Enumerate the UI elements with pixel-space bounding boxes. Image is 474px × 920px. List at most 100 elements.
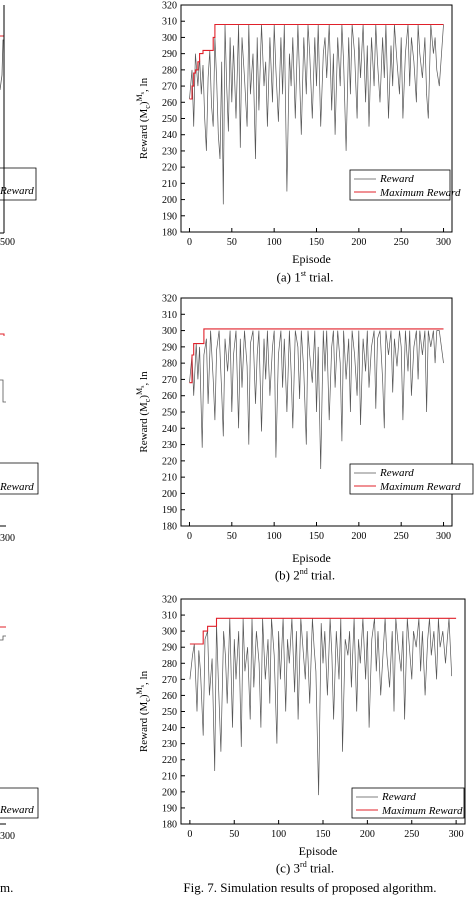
left-legend-a bbox=[0, 167, 37, 201]
legend-box bbox=[349, 463, 474, 495]
x-axis-label: Episode bbox=[292, 252, 331, 266]
y-tick-label: 210 bbox=[162, 179, 177, 190]
y-tick-label: 320 bbox=[162, 1, 177, 12]
y-tick-label: 310 bbox=[162, 611, 177, 622]
y-tick-label: 300 bbox=[162, 627, 177, 638]
x-tick-label: 100 bbox=[267, 237, 282, 248]
legend-label-reward: Reward bbox=[379, 467, 414, 479]
y-tick-label: 310 bbox=[162, 17, 177, 28]
left-legend-c bbox=[0, 787, 39, 819]
y-tick-label: 230 bbox=[162, 440, 177, 451]
chart-1: 180 190 200 210 220 230 240 250 260 270 280 290 300 3… bbox=[135, 294, 474, 565]
left-cut-figures: 500 Reward 300 Reward 300 Reward bbox=[0, 5, 39, 842]
y-tick-label: 300 bbox=[162, 33, 177, 44]
legend-box bbox=[351, 787, 465, 819]
x-tick-label: 100 bbox=[267, 531, 282, 542]
y-tick-label: 320 bbox=[162, 595, 177, 606]
x-tick-label: 200 bbox=[351, 531, 366, 542]
left-reward-line-a bbox=[0, 39, 4, 91]
legend-label-reward: Reward bbox=[379, 173, 414, 185]
y-tick-label: 240 bbox=[162, 723, 177, 734]
y-tick-label: 280 bbox=[162, 659, 177, 670]
y-tick-label: 300 bbox=[162, 326, 177, 337]
y-tick-label: 220 bbox=[162, 163, 177, 174]
x-tick-label: 0 bbox=[187, 237, 192, 248]
y-axis-label: Reward (Mc)Ms, ln bbox=[135, 371, 152, 453]
left-legend-text-c: Reward bbox=[0, 804, 34, 816]
x-axis-label: Episode bbox=[292, 551, 331, 565]
left-max-line-b bbox=[0, 333, 5, 336]
y-tick-label: 210 bbox=[162, 771, 177, 782]
left-tick-c: 300 bbox=[0, 831, 15, 842]
legend-label-maximum: Maximum Reward bbox=[379, 481, 461, 493]
y-tick-label: 180 bbox=[162, 522, 177, 533]
x-tick-label: 150 bbox=[309, 237, 324, 248]
x-tick-label: 250 bbox=[394, 531, 409, 542]
left-tick-a: 500 bbox=[0, 237, 15, 248]
left-max-line-a bbox=[0, 35, 5, 38]
left-legend-text-a: Reward bbox=[0, 185, 34, 197]
y-tick-label: 260 bbox=[162, 391, 177, 402]
y-tick-label: 250 bbox=[162, 408, 177, 419]
left-reward-line-c bbox=[0, 635, 6, 641]
y-tick-label: 220 bbox=[162, 755, 177, 766]
chart-caption-a: (a) 1st trial. bbox=[276, 269, 334, 285]
x-tick-label: 300 bbox=[436, 237, 451, 248]
y-tick-label: 240 bbox=[162, 130, 177, 141]
y-tick-label: 190 bbox=[162, 211, 177, 222]
series-maximum-reward bbox=[189, 617, 457, 645]
legend-label-reward: Reward bbox=[381, 791, 416, 803]
chart-caption-c: (c) 3rd trial. bbox=[275, 860, 335, 876]
series-reward bbox=[189, 24, 444, 205]
series-reward bbox=[189, 618, 453, 796]
chart-0: 180 190 200 210 220 230 240 250 260 270 280 290 300 3… bbox=[135, 1, 461, 267]
y-tick-label: 200 bbox=[162, 787, 177, 798]
series-reward bbox=[189, 330, 444, 470]
y-tick-label: 200 bbox=[162, 195, 177, 206]
y-tick-label: 190 bbox=[162, 803, 177, 814]
x-axis-label: Episode bbox=[299, 844, 338, 858]
x-tick-label: 50 bbox=[227, 531, 237, 542]
x-tick-label: 250 bbox=[394, 237, 409, 248]
y-tick-label: 200 bbox=[162, 489, 177, 500]
y-tick-label: 180 bbox=[162, 820, 177, 831]
chart-2: 180 190 200 210 220 230 240 250 260 270 280 290 300 3… bbox=[135, 595, 466, 858]
y-tick-label: 230 bbox=[162, 146, 177, 157]
x-tick-label: 0 bbox=[187, 829, 192, 840]
y-tick-label: 180 bbox=[162, 228, 177, 239]
x-tick-label: 200 bbox=[351, 237, 366, 248]
x-tick-label: 200 bbox=[360, 829, 375, 840]
left-cut-caption: m. bbox=[0, 880, 14, 895]
y-axis-label: Reward (Mc)Ms, ln bbox=[135, 77, 152, 159]
y-tick-label: 310 bbox=[162, 310, 177, 321]
left-legend-b bbox=[0, 462, 39, 495]
left-tick-b: 300 bbox=[0, 533, 15, 544]
legend-label-maximum: Maximum Reward bbox=[379, 187, 461, 199]
y-tick-label: 260 bbox=[162, 691, 177, 702]
y-tick-label: 270 bbox=[162, 675, 177, 686]
y-tick-label: 270 bbox=[162, 82, 177, 93]
y-tick-label: 290 bbox=[162, 643, 177, 654]
x-tick-label: 150 bbox=[309, 531, 324, 542]
x-tick-label: 300 bbox=[449, 829, 464, 840]
y-tick-label: 290 bbox=[162, 342, 177, 353]
left-legend-text-b: Reward bbox=[0, 481, 34, 493]
x-tick-label: 50 bbox=[227, 237, 237, 248]
y-tick-label: 230 bbox=[162, 739, 177, 750]
y-tick-label: 190 bbox=[162, 505, 177, 516]
x-tick-label: 0 bbox=[187, 531, 192, 542]
y-tick-label: 210 bbox=[162, 473, 177, 484]
series-maximum-reward bbox=[189, 328, 444, 384]
left-reward-line-b bbox=[0, 379, 6, 403]
y-axis-label: Reward (Mc)Ms, ln bbox=[135, 670, 152, 752]
x-tick-label: 250 bbox=[404, 829, 419, 840]
y-tick-label: 280 bbox=[162, 359, 177, 370]
y-tick-label: 250 bbox=[162, 114, 177, 125]
y-tick-label: 250 bbox=[162, 707, 177, 718]
x-tick-label: 300 bbox=[436, 531, 451, 542]
y-tick-label: 270 bbox=[162, 375, 177, 386]
y-tick-label: 320 bbox=[162, 294, 177, 305]
y-tick-label: 290 bbox=[162, 49, 177, 60]
